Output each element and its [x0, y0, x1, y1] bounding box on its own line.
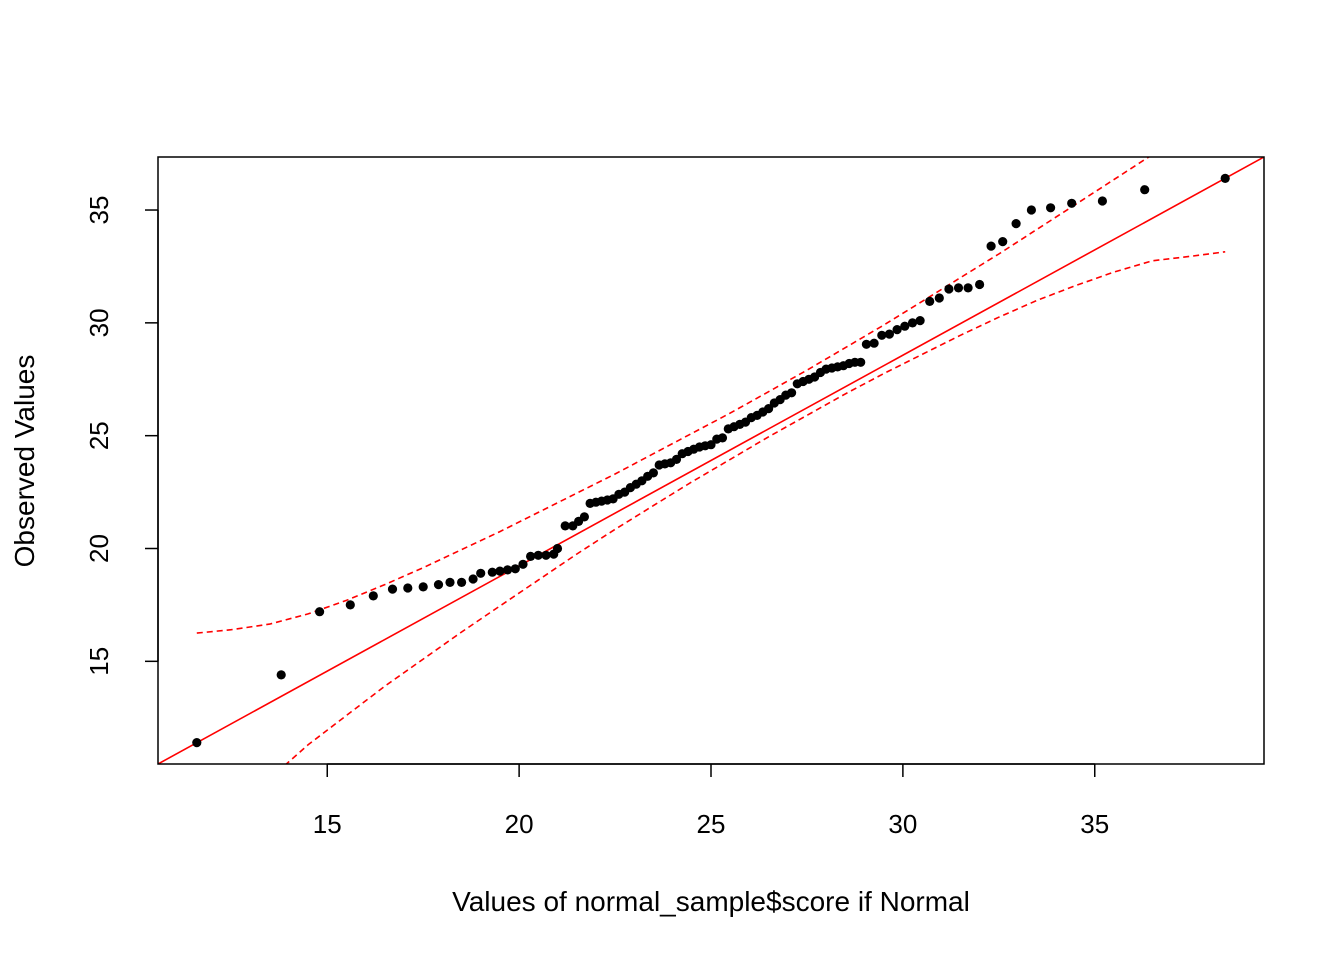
data-point-4 — [345, 600, 355, 610]
data-point-90 — [986, 241, 996, 251]
data-point-16 — [503, 565, 513, 575]
data-point-76 — [861, 339, 872, 349]
data-point-83 — [915, 316, 925, 326]
x-tick-label: 25 — [697, 809, 726, 839]
data-point-19 — [526, 551, 536, 562]
data-point-81 — [900, 321, 910, 331]
data-point-79 — [884, 329, 895, 339]
data-point-8 — [418, 582, 428, 592]
y-tick-label: 25 — [84, 421, 114, 450]
data-point-5 — [368, 591, 378, 601]
y-axis-title: Observed Values — [9, 355, 40, 568]
data-point-82 — [907, 318, 918, 328]
data-point-27 — [579, 512, 590, 522]
data-point-96 — [1097, 196, 1107, 206]
data-point-94 — [1046, 203, 1056, 213]
data-point-91 — [998, 237, 1008, 247]
x-tick-label: 35 — [1080, 809, 1109, 839]
data-point-12 — [468, 574, 478, 584]
data-point-97 — [1140, 185, 1150, 195]
y-tick-label: 15 — [84, 647, 114, 676]
data-point-59 — [764, 404, 774, 414]
data-point-93 — [1026, 205, 1036, 215]
data-point-9 — [433, 580, 444, 590]
x-tick-label: 15 — [313, 809, 342, 839]
data-point-75 — [856, 357, 866, 367]
data-point-88 — [963, 283, 973, 293]
data-point-43 — [671, 454, 682, 464]
data-point-92 — [1011, 219, 1021, 229]
data-point-11 — [457, 577, 467, 588]
upper-confidence-band — [196, 157, 1151, 634]
x-axis-title: Values of normal_sample$score if Normal — [452, 886, 970, 917]
data-point-3 — [315, 607, 325, 617]
data-point-13 — [476, 568, 486, 578]
data-point-87 — [953, 283, 964, 293]
data-point-49 — [706, 440, 716, 450]
data-point-17 — [510, 564, 520, 574]
data-point-77 — [869, 338, 879, 348]
data-point-6 — [387, 584, 398, 594]
data-point-84 — [925, 296, 935, 306]
confidence-band-layer — [196, 157, 1226, 764]
x-tick-label: 30 — [888, 809, 917, 839]
data-point-20 — [533, 550, 543, 560]
data-point-23 — [552, 543, 563, 554]
data-point-63 — [787, 388, 797, 398]
reference-line — [158, 157, 1264, 764]
x-axis: 15 20 25 30 35 — [313, 763, 1109, 839]
data-point-95 — [1067, 198, 1077, 208]
lower-confidence-band — [285, 251, 1226, 764]
y-axis: 15 20 25 30 35 — [84, 196, 159, 676]
y-tick-label: 20 — [84, 534, 114, 563]
data-point-85 — [934, 293, 944, 303]
data-points-layer — [192, 173, 1230, 748]
data-point-51 — [717, 433, 728, 443]
data-point-39 — [648, 468, 659, 478]
data-point-18 — [518, 559, 528, 569]
data-point-7 — [403, 583, 413, 593]
data-point-2 — [276, 670, 286, 680]
data-point-86 — [944, 284, 954, 294]
y-tick-label: 30 — [84, 308, 114, 337]
data-point-98 — [1220, 173, 1230, 183]
data-point-10 — [445, 577, 455, 588]
data-point-24 — [560, 521, 570, 531]
data-point-15 — [495, 566, 505, 576]
data-point-89 — [975, 279, 985, 290]
data-point-21 — [541, 550, 551, 560]
data-point-14 — [487, 567, 497, 577]
data-point-1 — [192, 738, 202, 748]
y-tick-label: 35 — [84, 196, 114, 225]
data-point-78 — [877, 330, 887, 340]
reference-line-layer — [158, 157, 1264, 764]
x-tick-label: 20 — [505, 809, 534, 839]
data-point-80 — [892, 325, 902, 335]
